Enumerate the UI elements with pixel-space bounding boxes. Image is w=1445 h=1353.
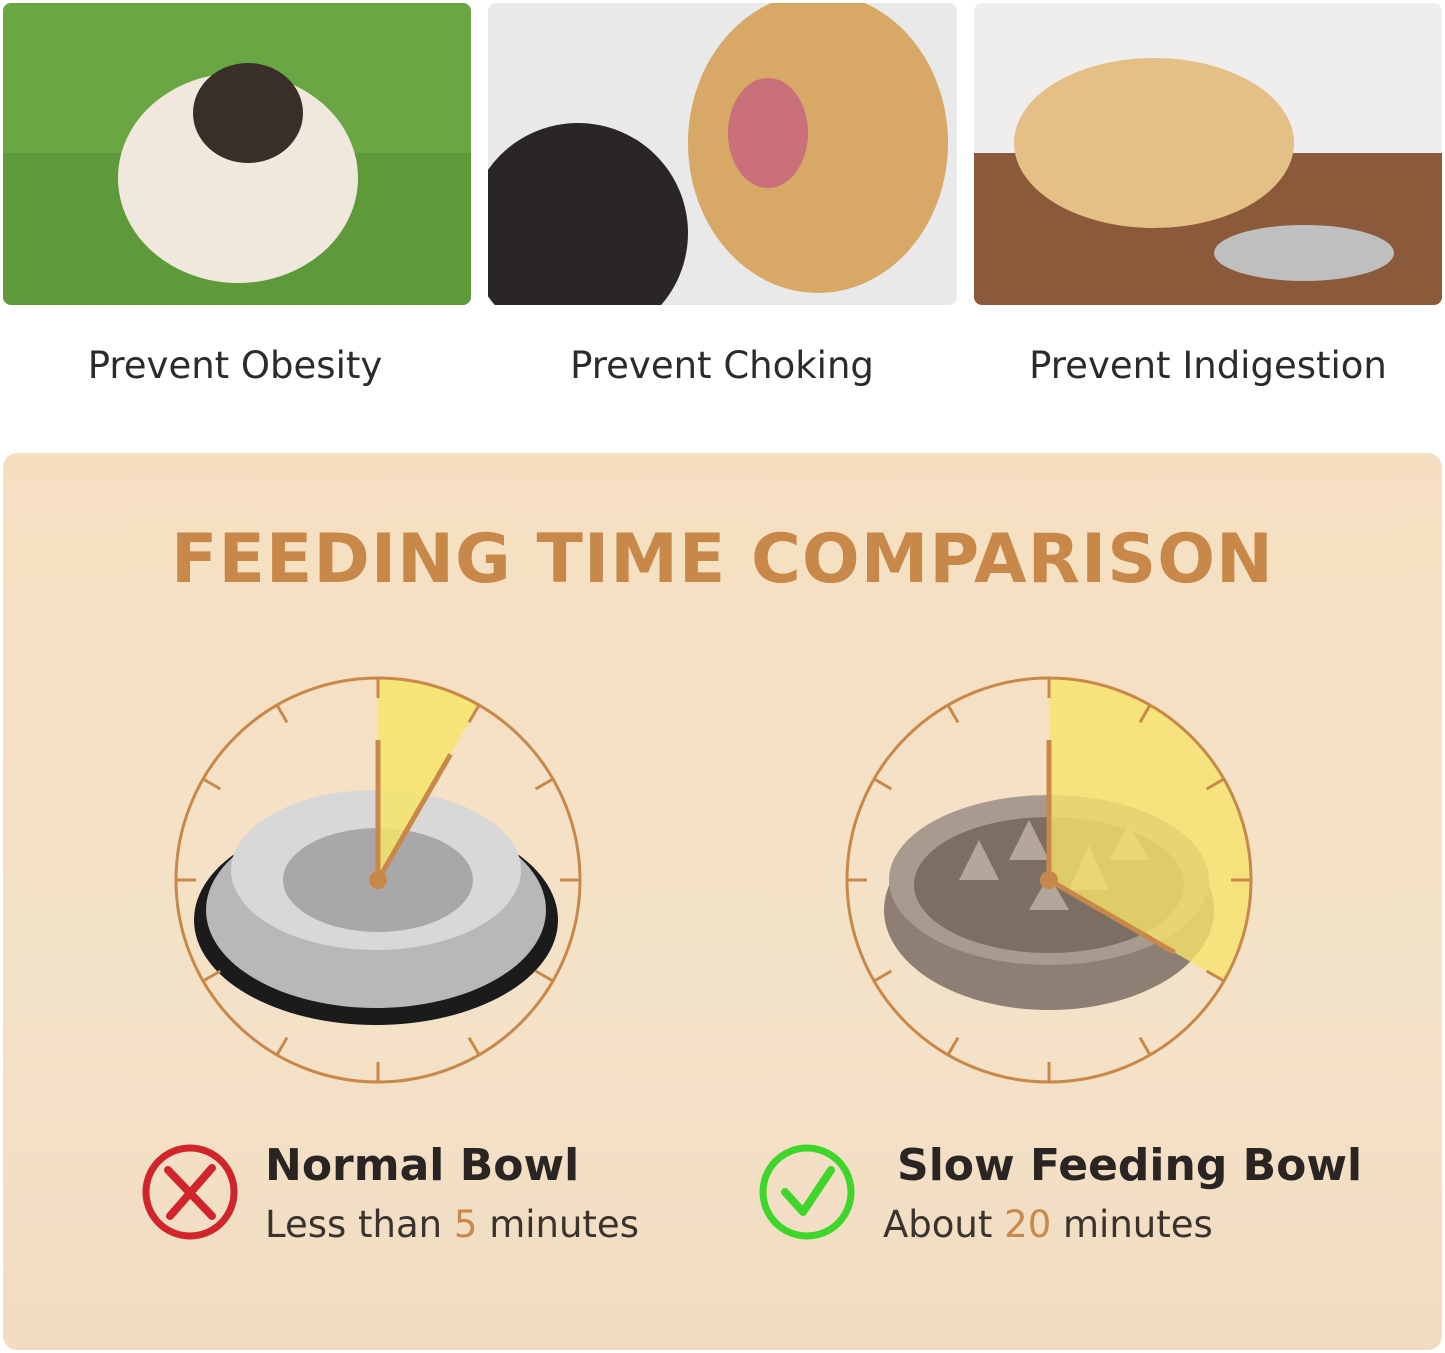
slow-time-value: 20	[1004, 1203, 1052, 1246]
slow-bowl-time: About 20 minutes	[883, 1203, 1213, 1246]
clock-hand-end	[375, 753, 453, 882]
clock-tick	[946, 704, 960, 724]
clock-tick	[946, 1036, 960, 1056]
caption-prevent-choking: Prevent Choking	[570, 344, 874, 387]
clock-tick	[467, 1036, 481, 1056]
clock-tick	[202, 777, 222, 791]
clock-tick	[873, 969, 893, 983]
clock-tick	[467, 704, 481, 724]
photo-pug	[3, 3, 471, 305]
normal-time-prefix: Less than	[265, 1203, 454, 1246]
normal-time-suffix: minutes	[477, 1203, 639, 1246]
slow-bowl-clock	[845, 676, 1253, 1084]
photo-retriever	[488, 3, 957, 305]
photo-labrador	[974, 3, 1442, 305]
slow-time-suffix: minutes	[1051, 1203, 1213, 1246]
clock-tick	[202, 969, 222, 983]
clock-tick	[1205, 777, 1225, 791]
check-circle-icon	[759, 1144, 855, 1240]
clock-tick	[873, 777, 893, 791]
normal-time-value: 5	[453, 1203, 478, 1246]
slow-time-prefix: About	[883, 1203, 1005, 1246]
comparison-title: FEEDING TIME COMPARISON	[171, 520, 1274, 599]
slow-bowl-label: Slow Feeding Bowl	[897, 1140, 1363, 1191]
caption-prevent-indigestion: Prevent Indigestion	[1029, 344, 1387, 387]
normal-bowl-time: Less than 5 minutes	[265, 1203, 639, 1246]
normal-bowl-clock	[174, 676, 582, 1084]
elapsed-time-sector	[378, 678, 479, 880]
clock-tick	[1138, 1036, 1152, 1056]
clock-tick	[1138, 704, 1152, 724]
x-circle-icon	[142, 1144, 238, 1240]
clock-hand-end	[1047, 877, 1176, 955]
clock-tick	[534, 969, 554, 983]
clock-tick	[275, 704, 289, 724]
elapsed-time-sector	[1049, 678, 1251, 981]
caption-prevent-obesity: Prevent Obesity	[87, 344, 383, 387]
clock-tick	[1205, 969, 1225, 983]
normal-bowl-label: Normal Bowl	[265, 1140, 580, 1191]
clock-tick	[534, 777, 554, 791]
clock-tick	[275, 1036, 289, 1056]
